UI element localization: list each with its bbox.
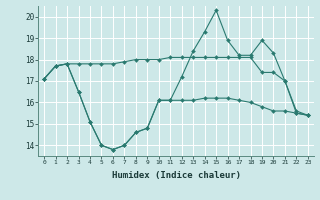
X-axis label: Humidex (Indice chaleur): Humidex (Indice chaleur) bbox=[111, 171, 241, 180]
